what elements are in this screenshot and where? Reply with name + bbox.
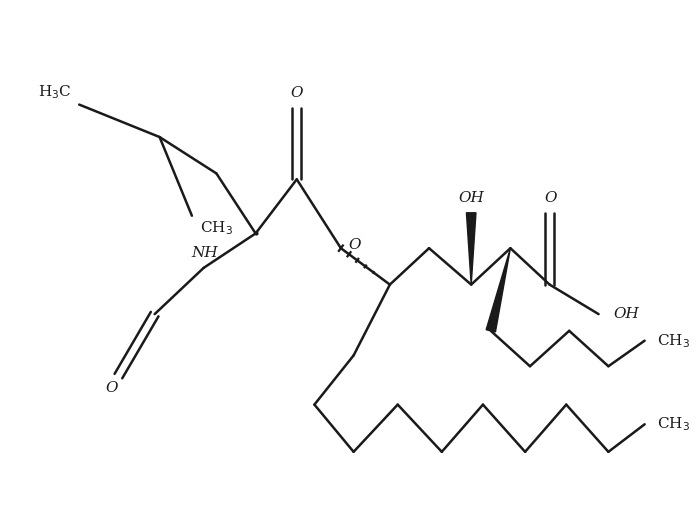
Polygon shape	[486, 248, 510, 332]
Text: OH: OH	[614, 307, 640, 321]
Text: NH: NH	[191, 246, 219, 260]
Text: O: O	[348, 238, 361, 252]
Text: CH$_3$: CH$_3$	[657, 415, 690, 433]
Text: H$_3$C: H$_3$C	[38, 83, 71, 101]
Text: CH$_3$: CH$_3$	[200, 219, 233, 237]
Text: O: O	[105, 381, 118, 395]
Text: OH: OH	[459, 191, 484, 205]
Text: CH$_3$: CH$_3$	[657, 332, 690, 349]
Text: O: O	[290, 85, 303, 99]
Text: O: O	[545, 191, 557, 205]
Polygon shape	[466, 213, 476, 284]
